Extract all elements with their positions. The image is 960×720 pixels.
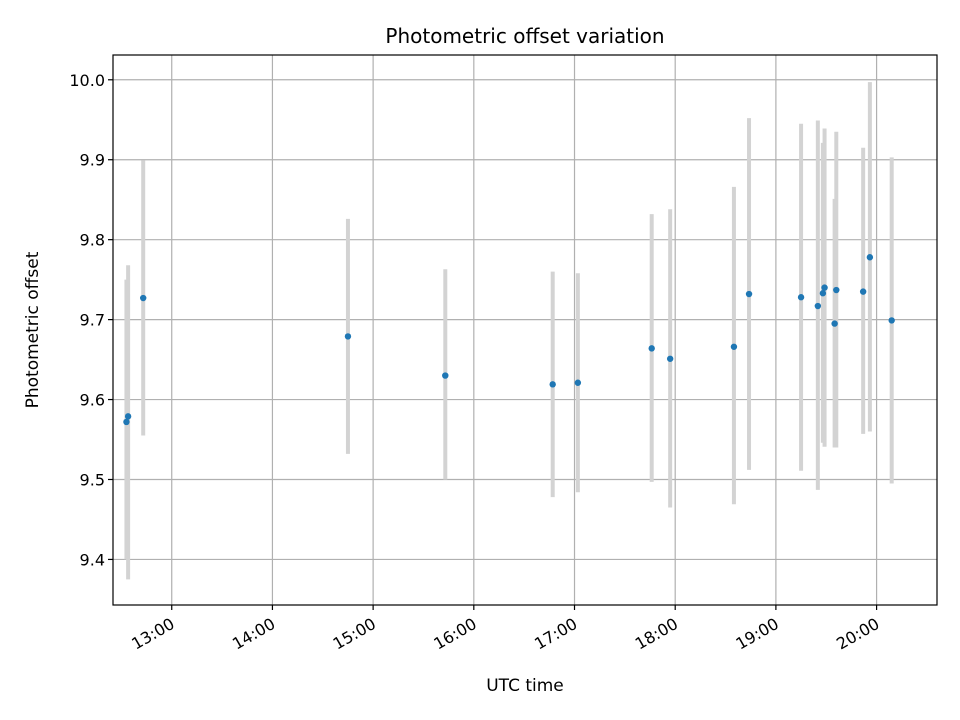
data-point	[859, 288, 867, 295]
data-point	[344, 333, 352, 340]
data-point	[140, 294, 147, 302]
data-point	[549, 381, 556, 388]
data-point	[821, 284, 828, 291]
data-point	[819, 290, 827, 297]
y-tick-label: 9.4	[80, 550, 105, 569]
data-point	[866, 254, 874, 261]
data-point	[648, 345, 655, 352]
data-point	[797, 294, 805, 301]
data-point	[745, 290, 753, 298]
y-axis-title: Photometric offset	[23, 251, 43, 408]
data-point	[666, 355, 674, 362]
data-point	[574, 379, 582, 386]
data-point	[831, 320, 838, 327]
x-axis-title: UTC time	[486, 676, 564, 696]
data-point	[124, 413, 132, 420]
y-tick-label: 9.7	[80, 311, 105, 330]
chart-title: Photometric offset variation	[385, 24, 664, 48]
data-point	[833, 286, 840, 294]
data-point	[730, 343, 738, 350]
data-points	[123, 254, 895, 426]
y-axis: 9.4 9.5 9.6 9.7 9.8 9.9 10.0	[69, 71, 113, 569]
y-tick-label: 9.5	[80, 470, 105, 489]
plot-frame	[112, 54, 938, 606]
y-tick-label: 9.9	[80, 151, 105, 170]
y-tick-label: 10.0	[69, 71, 105, 90]
y-tick-label: 9.6	[80, 391, 105, 410]
data-point	[442, 372, 449, 379]
data-point	[888, 317, 895, 324]
data-point	[123, 418, 130, 426]
y-tick-label: 9.8	[80, 231, 105, 250]
data-point	[814, 302, 822, 310]
